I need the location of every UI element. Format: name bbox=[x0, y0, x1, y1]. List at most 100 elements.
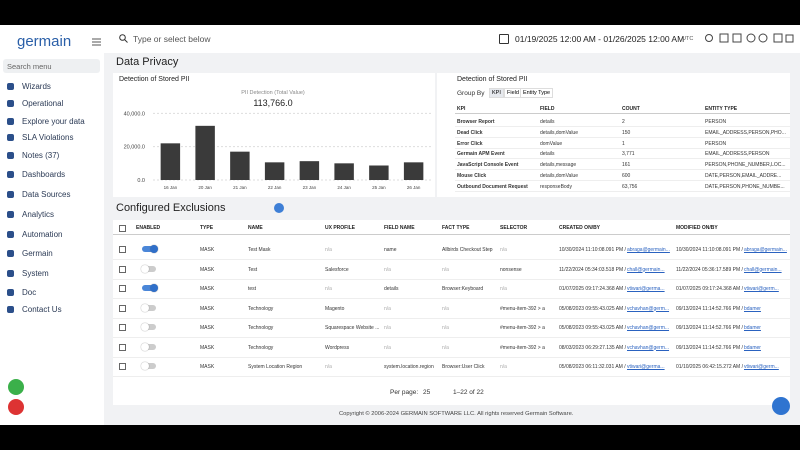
search-placeholder[interactable]: Type or select below bbox=[133, 34, 211, 44]
menu-item[interactable]: Notes (37) bbox=[22, 151, 60, 160]
group-by-label: Group By bbox=[457, 90, 485, 97]
column-header[interactable]: FACT TYPE bbox=[442, 225, 470, 231]
select-all[interactable] bbox=[119, 225, 126, 232]
group-tab[interactable]: KPI bbox=[489, 88, 504, 98]
column-header[interactable]: SELECTOR bbox=[500, 225, 528, 231]
row-checkbox[interactable] bbox=[119, 343, 126, 351]
toggle[interactable] bbox=[142, 265, 156, 272]
cell: 05/08/2023 06:11:32.031 AM / bbox=[559, 364, 626, 370]
toggle-knob bbox=[150, 245, 158, 253]
chat-button[interactable] bbox=[772, 397, 790, 415]
menu-item[interactable]: Germain bbox=[22, 249, 53, 258]
cell: JavaScript Console Event bbox=[457, 162, 519, 169]
date-range[interactable]: 01/19/2025 12:00 AM - 01/26/2025 12:00 A… bbox=[515, 34, 685, 44]
status-icon[interactable] bbox=[8, 379, 24, 395]
column-header[interactable]: FIELD bbox=[540, 106, 555, 112]
user-link[interactable]: vtiwari@germ... bbox=[744, 286, 779, 292]
toggle[interactable] bbox=[142, 304, 156, 311]
cell: n/a bbox=[442, 325, 449, 331]
panel-title: Detection of Stored PII bbox=[457, 76, 528, 83]
cell: Squarespace Website ... bbox=[325, 325, 380, 331]
user-link[interactable]: chall@germain... bbox=[627, 266, 665, 273]
group-tab[interactable]: Entity Type bbox=[520, 88, 554, 98]
user-link[interactable]: bdamer bbox=[744, 325, 761, 331]
row-checkbox[interactable] bbox=[119, 304, 126, 312]
row-divider bbox=[455, 136, 790, 138]
user-link[interactable]: vtiwari@germa... bbox=[627, 364, 665, 370]
column-header[interactable]: TYPE bbox=[200, 225, 214, 231]
toggle[interactable] bbox=[142, 363, 156, 369]
user-link[interactable]: vchavhan@germ... bbox=[627, 344, 670, 351]
cell: test bbox=[248, 286, 257, 292]
menu-item[interactable]: Dashboards bbox=[22, 170, 66, 179]
user-link[interactable]: abraga@germain... bbox=[627, 247, 670, 253]
chart-total: 113,766.0 bbox=[253, 98, 292, 108]
cell: n/a bbox=[442, 266, 449, 273]
cell: 161 bbox=[622, 162, 631, 169]
column-header[interactable]: COUNT bbox=[622, 106, 640, 112]
cell: 600 bbox=[622, 173, 631, 179]
user-link[interactable]: vchavhan@germ... bbox=[627, 305, 670, 312]
row-checkbox[interactable] bbox=[119, 265, 126, 273]
bar bbox=[403, 162, 424, 180]
row-divider bbox=[113, 259, 790, 260]
row-divider bbox=[455, 169, 790, 171]
column-header[interactable]: MODIFIED ON/BY bbox=[676, 225, 718, 231]
cell: n/a bbox=[325, 247, 332, 253]
cell: n/a bbox=[325, 286, 332, 292]
cell: 09/13/2024 11:14:52.766 PM / bbox=[676, 344, 743, 351]
column-header[interactable]: KPI bbox=[457, 106, 466, 112]
search-menu[interactable]: Search menu bbox=[3, 59, 100, 73]
user-link[interactable]: bdamer bbox=[744, 344, 761, 351]
menu-toggle[interactable] bbox=[92, 38, 101, 46]
menu-item[interactable]: Wizards bbox=[22, 82, 51, 91]
menu-item[interactable]: Data Sources bbox=[22, 190, 71, 199]
toggle[interactable] bbox=[142, 246, 156, 252]
row-checkbox[interactable] bbox=[119, 285, 126, 292]
column-header[interactable]: FIELD NAME bbox=[384, 225, 415, 231]
cell: 09/13/2024 11:14:52.766 PM / bbox=[676, 305, 743, 312]
menu-item[interactable]: Explore your data bbox=[22, 117, 85, 126]
menu-item[interactable]: System bbox=[22, 269, 49, 278]
menu-item[interactable]: Analytics bbox=[22, 210, 55, 219]
toggle[interactable] bbox=[142, 324, 156, 330]
per-page-select[interactable]: 25 bbox=[423, 389, 431, 396]
cell: System Location Region bbox=[248, 364, 303, 370]
menu-icon bbox=[7, 134, 14, 141]
row-divider bbox=[113, 356, 790, 358]
column-header[interactable]: ENTITY TYPE bbox=[705, 106, 738, 112]
cell: 08/03/2023 06:29:27.135 AM / bbox=[559, 344, 626, 351]
row-checkbox[interactable] bbox=[119, 246, 126, 253]
menu-item[interactable]: SLA Violations bbox=[22, 133, 74, 142]
row-checkbox[interactable] bbox=[119, 363, 126, 370]
user-link[interactable]: vtiwari@germa... bbox=[627, 286, 665, 292]
column-header[interactable]: NAME bbox=[248, 225, 263, 231]
bar bbox=[369, 165, 389, 180]
toolbar-icons[interactable] bbox=[704, 33, 794, 43]
x-tick-label: 24 Jan bbox=[337, 185, 351, 190]
column-header[interactable]: CREATED ON/BY bbox=[559, 225, 601, 231]
topbar: Type or select below 01/19/2025 12:00 AM… bbox=[104, 25, 800, 53]
bar bbox=[264, 162, 285, 180]
calendar-icon bbox=[499, 34, 509, 44]
toggle-knob bbox=[141, 264, 149, 273]
column-header[interactable]: ENABLED bbox=[136, 225, 161, 231]
user-link[interactable]: bdamer bbox=[744, 305, 761, 312]
user-link[interactable]: chall@germain... bbox=[744, 266, 782, 273]
cell: MASK bbox=[200, 325, 215, 331]
toggle[interactable] bbox=[142, 285, 156, 291]
toggle[interactable] bbox=[142, 343, 156, 350]
user-link[interactable]: vtiwari@germ... bbox=[744, 364, 779, 370]
menu-item[interactable]: Automation bbox=[22, 230, 63, 239]
add-button[interactable] bbox=[274, 203, 284, 213]
cell: Mouse Click bbox=[457, 173, 487, 179]
menu-item[interactable]: Doc bbox=[22, 288, 37, 297]
menu-item[interactable]: Contact Us bbox=[22, 305, 62, 314]
alert-icon[interactable] bbox=[8, 399, 24, 415]
user-link[interactable]: vchavhan@germ... bbox=[627, 325, 670, 331]
cell: details,domValue bbox=[540, 173, 578, 179]
row-checkbox[interactable] bbox=[119, 324, 126, 331]
menu-item[interactable]: Operational bbox=[22, 99, 64, 108]
column-header[interactable]: UX PROFILE bbox=[325, 225, 356, 231]
user-link[interactable]: abraga@germain... bbox=[744, 247, 787, 253]
